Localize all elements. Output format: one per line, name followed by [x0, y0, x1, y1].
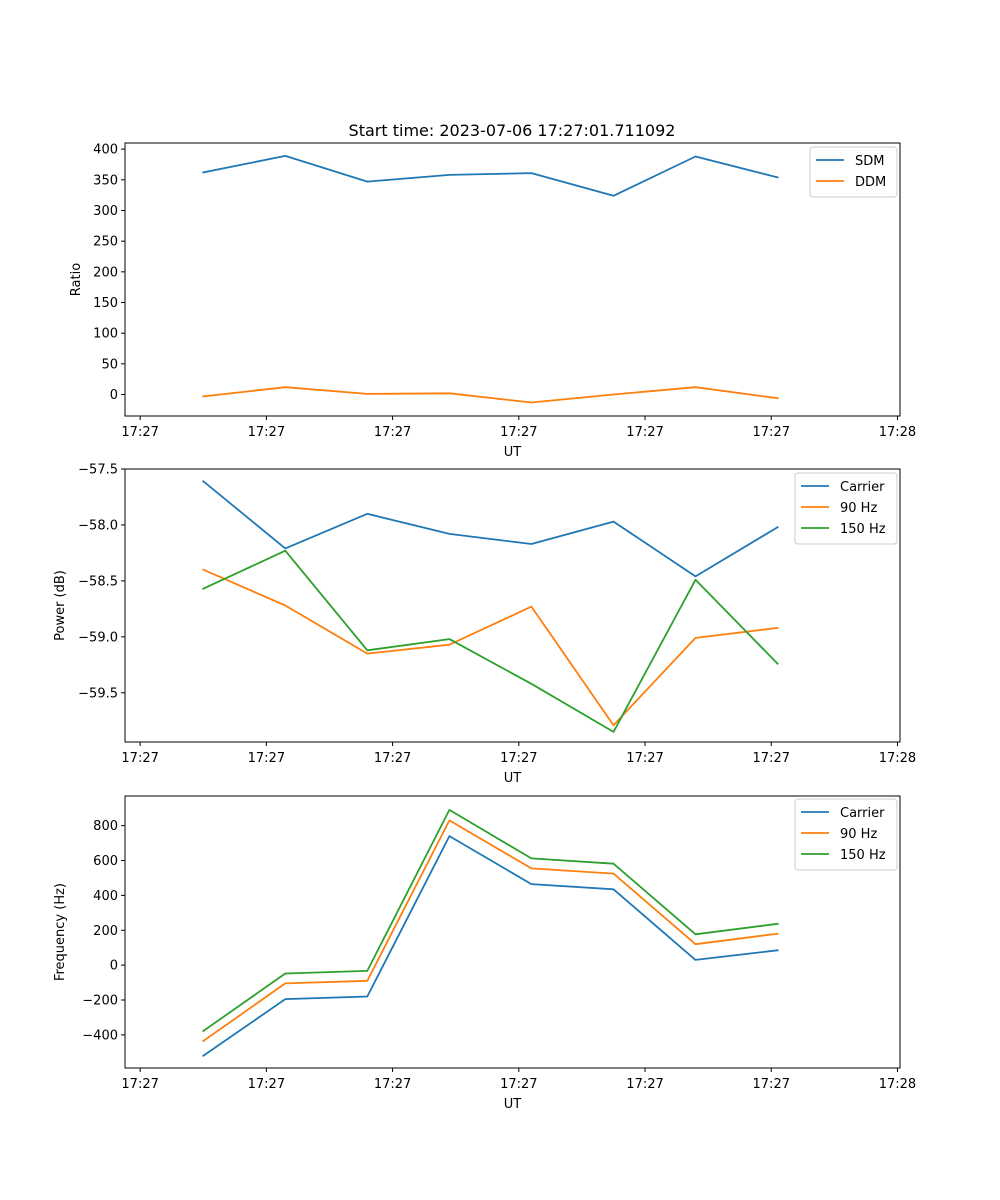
- plot-frame: [124, 468, 901, 743]
- legend-label: 90 Hz: [840, 501, 877, 516]
- y-tick-label: 200: [93, 924, 118, 939]
- y-tick-label: 400: [93, 889, 118, 904]
- series-line-carrier: [202, 480, 779, 578]
- legend-label: 150 Hz: [840, 848, 886, 863]
- y-tick-label: −59.5: [78, 686, 118, 701]
- y-tick-label: 600: [93, 854, 118, 869]
- y-tick-label: 150: [93, 296, 118, 311]
- y-axis-label: Frequency (Hz): [53, 883, 68, 981]
- legend: Carrier 90 Hz 150 Hz: [794, 798, 898, 871]
- x-tick-label: 17:27: [753, 1077, 790, 1092]
- legend-label: SDM: [855, 154, 884, 169]
- x-axis-label: UT: [504, 445, 522, 460]
- x-tick-label: 17:27: [121, 425, 158, 440]
- x-tick-label: 17:27: [500, 425, 537, 440]
- y-tick-label: −57.5: [78, 463, 118, 478]
- series-line-sdm: [202, 154, 779, 197]
- legend-label: Carrier: [840, 806, 885, 821]
- x-tick-label: 17:27: [753, 425, 790, 440]
- y-tick-label: 0: [110, 959, 118, 974]
- legend-label: 90 Hz: [840, 827, 877, 842]
- x-axis-label: UT: [504, 771, 522, 786]
- plot-frame: [124, 142, 901, 417]
- legend-label: Carrier: [840, 480, 885, 495]
- y-tick-label: 0: [110, 388, 118, 403]
- x-tick-label: 17:27: [374, 425, 411, 440]
- series-line-150-hz: [202, 809, 779, 1033]
- y-tick-label: 250: [93, 235, 118, 250]
- series-line-90-hz: [202, 568, 779, 727]
- x-tick-label: 17:27: [374, 751, 411, 766]
- y-axis-label: Power (dB): [53, 570, 68, 641]
- y-axis-label: Ratio: [69, 263, 84, 296]
- y-tick-label: 350: [93, 173, 118, 188]
- x-tick-label: 17:27: [626, 751, 663, 766]
- y-tick-label: 200: [93, 265, 118, 280]
- subplot-3: −400 −200 0 200 400 600 800 17:27 17:27 17:27 17:2…: [53, 795, 916, 1112]
- x-tick-label: 17:27: [500, 751, 537, 766]
- series-line-150-hz: [202, 549, 779, 733]
- series-line-90-hz: [202, 819, 779, 1043]
- x-tick-label: 17:27: [248, 751, 285, 766]
- x-tick-label: 17:27: [626, 1077, 663, 1092]
- legend: Carrier 90 Hz 150 Hz: [794, 472, 898, 545]
- chart-title: Start time: 2023-07-06 17:27:01.711092: [349, 121, 676, 140]
- x-tick-label: 17:28: [879, 1077, 916, 1092]
- legend-box: [794, 472, 898, 545]
- x-tick-label: 17:27: [626, 425, 663, 440]
- y-tick-label: 400: [93, 143, 118, 158]
- series-line-carrier: [202, 835, 779, 1058]
- y-tick-label: 800: [93, 819, 118, 834]
- subplot-1: 0 50 100 150 200 250 300 350 400 17:27 17:27 17:27 1…: [69, 142, 916, 460]
- y-tick-label: 50: [101, 357, 118, 372]
- subplots: 0 50 100 150 200 250 300 350 400 17:27 17:27 17:27 1…: [53, 142, 916, 1112]
- y-tick-label: −58.0: [78, 518, 118, 533]
- y-tick-label: 300: [93, 204, 118, 219]
- subplot-2: −57.5 −58.0 −58.5 −59.0 −59.5 17:27 17:27 17:27…: [53, 463, 916, 787]
- x-tick-label: 17:27: [121, 751, 158, 766]
- x-tick-label: 17:27: [500, 1077, 537, 1092]
- plot-frame: [124, 795, 901, 1069]
- y-tick-label: −400: [82, 1028, 118, 1043]
- y-tick-label: −200: [82, 994, 118, 1009]
- x-tick-label: 17:27: [374, 1077, 411, 1092]
- y-tick-label: −58.5: [78, 574, 118, 589]
- x-axis-label: UT: [504, 1097, 522, 1112]
- y-tick-label: 100: [93, 327, 118, 342]
- x-tick-label: 17:27: [248, 1077, 285, 1092]
- series-line-ddm: [202, 386, 779, 404]
- x-tick-label: 17:28: [879, 425, 916, 440]
- x-tick-label: 17:27: [121, 1077, 158, 1092]
- y-tick-label: −59.0: [78, 630, 118, 645]
- x-tick-label: 17:28: [879, 751, 916, 766]
- legend: SDM DDM: [809, 146, 898, 198]
- legend-box: [794, 798, 898, 871]
- x-tick-label: 17:27: [753, 751, 790, 766]
- legend-label: 150 Hz: [840, 522, 886, 537]
- legend-label: DDM: [855, 175, 886, 190]
- x-tick-label: 17:27: [248, 425, 285, 440]
